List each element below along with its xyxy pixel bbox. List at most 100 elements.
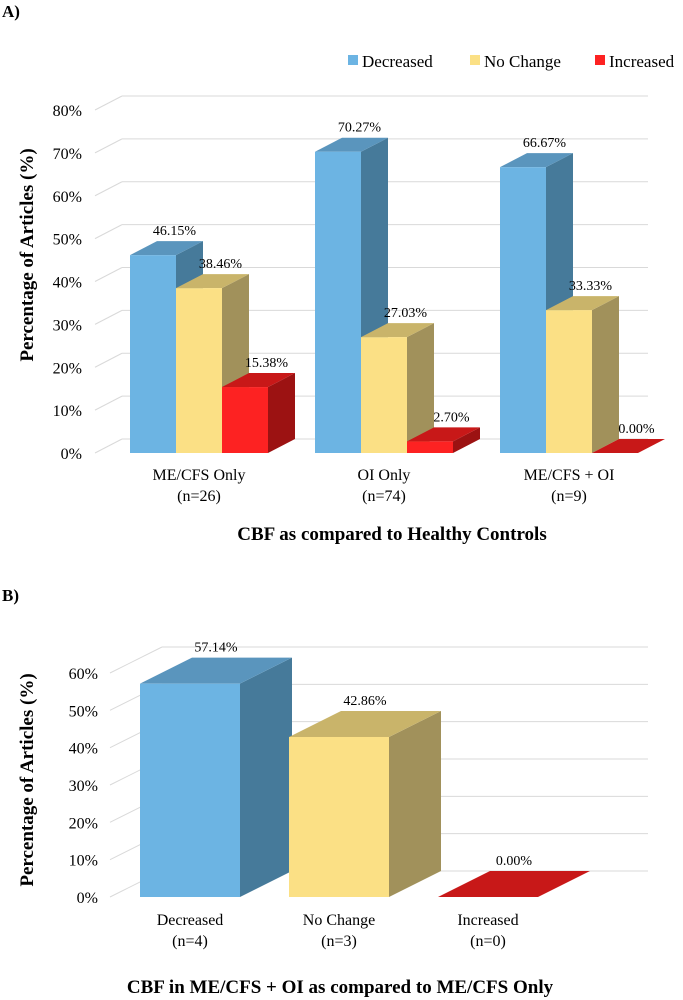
- category-count: (n=4): [172, 933, 208, 950]
- panel-a-bars: [130, 137, 665, 453]
- panel-a-label: A): [2, 2, 20, 21]
- bar-no_change: [289, 710, 441, 897]
- data-label: 2.70%: [433, 410, 470, 425]
- category-label: ME/CFS + OI: [524, 467, 615, 484]
- bar-no_change-2-front: [546, 310, 592, 453]
- category-label: ME/CFS Only: [153, 467, 246, 484]
- y-tick-label: 30%: [69, 778, 98, 795]
- legend-label-increased: Increased: [609, 52, 675, 71]
- category-label: No Change: [303, 912, 375, 929]
- bar-increased-0: [222, 373, 295, 453]
- panel-b-label: B): [2, 586, 19, 605]
- y-tick-label: 10%: [69, 853, 98, 870]
- data-label: 42.86%: [343, 694, 387, 709]
- panel-b-x-axis-title: CBF in ME/CFS + OI as compared to ME/CFS…: [127, 977, 554, 998]
- category-count: (n=9): [551, 488, 587, 505]
- bar-no_change-2-top: [546, 296, 619, 311]
- gridline-diag: [94, 309, 123, 325]
- y-tick-label: 20%: [53, 360, 82, 377]
- category-count: (n=3): [321, 933, 357, 950]
- panel-b-categories: Decreased (n=4) No Change (n=3) Increased (n=…: [157, 912, 519, 950]
- panel-a-x-axis-title: CBF as compared to Healthy Controls: [237, 524, 546, 545]
- bar-no_change-1-side: [407, 323, 434, 453]
- y-tick-label: 0%: [77, 890, 98, 907]
- category-label: OI Only: [358, 467, 411, 484]
- bar-increased-1-top: [407, 427, 480, 442]
- bar-increased-1: [407, 427, 480, 453]
- bar-increased: [438, 871, 590, 897]
- data-label: 46.15%: [153, 224, 197, 239]
- data-label: 70.27%: [338, 121, 382, 136]
- bar-decreased-top: [140, 657, 292, 684]
- y-tick-label: 30%: [53, 317, 82, 334]
- bar-no_change-0-front: [176, 288, 222, 453]
- bar-increased-2: [592, 439, 665, 453]
- bar-no_change-front: [289, 736, 389, 897]
- bar-decreased-0-front: [130, 255, 176, 453]
- y-tick-label: 60%: [69, 666, 98, 683]
- bar-no_change-top: [289, 710, 441, 737]
- legend-label-no-change: No Change: [484, 52, 561, 71]
- gridline-diag: [94, 267, 123, 282]
- category-label: Decreased: [157, 912, 224, 929]
- legend: Decreased No Change Increased: [348, 52, 675, 71]
- panel-a-categories: ME/CFS Only (n=26) OI Only (n=74) ME/CFS + O…: [153, 467, 615, 505]
- bar-decreased-front: [140, 683, 240, 897]
- bar-decreased-side: [240, 657, 292, 897]
- category-label: Increased: [457, 912, 518, 929]
- y-tick-label: 80%: [53, 103, 82, 120]
- panel-a-y-axis-title: Percentage of Articles (%): [17, 148, 38, 361]
- y-tick-label: 40%: [53, 275, 82, 292]
- bar-no_change-1-front: [361, 337, 407, 453]
- y-tick-label: 20%: [69, 815, 98, 832]
- bar-no_change-1: [361, 323, 434, 453]
- gridline-diag: [94, 138, 123, 154]
- gridline-diag: [94, 224, 123, 240]
- legend-swatch-no-change: [470, 55, 480, 65]
- panel-a-y-ticks: 0% 10% 20% 30% 40% 50% 60% 70% 80%: [53, 103, 82, 463]
- category-count: (n=0): [470, 933, 506, 950]
- gridline-diag: [94, 181, 123, 197]
- legend-swatch-increased: [595, 55, 605, 65]
- category-count: (n=26): [177, 488, 221, 505]
- y-tick-label: 50%: [53, 232, 82, 249]
- data-label: 0.00%: [496, 854, 533, 869]
- gridline-diag: [94, 395, 123, 411]
- y-tick-label: 50%: [69, 703, 98, 720]
- panel-a: A) Decreased No Change Increased 46.15% 38.…: [2, 2, 675, 545]
- panel-b-y-ticks: 0% 10% 20% 30% 40% 50% 60%: [69, 666, 98, 907]
- legend-swatch-decreased: [348, 55, 358, 65]
- y-tick-label: 70%: [53, 146, 82, 163]
- gridline-diag: [109, 646, 163, 674]
- bar-decreased-0-top: [130, 241, 203, 256]
- legend-label-decreased: Decreased: [362, 52, 433, 71]
- bar-increased-1-front: [407, 441, 453, 453]
- panel-b-bars: [140, 657, 590, 897]
- category-count: (n=74): [362, 488, 406, 505]
- bar-decreased: [140, 657, 292, 897]
- panel-a-data-labels: 46.15% 38.46% 15.38% 70.27% 27.03% 2.70% 66.67…: [153, 121, 655, 437]
- bar-increased-1-side: [453, 427, 480, 453]
- bar-no_change-side: [389, 710, 441, 897]
- y-tick-label: 0%: [61, 446, 82, 463]
- bar-increased-0-top: [222, 373, 295, 388]
- bar-decreased-2-front: [500, 167, 546, 453]
- gridline-diag: [94, 95, 123, 111]
- bar-decreased-2-top: [500, 153, 573, 168]
- bar-increased-0-front: [222, 387, 268, 453]
- gridline-diag: [94, 352, 123, 368]
- data-label: 66.67%: [523, 136, 567, 151]
- y-tick-label: 10%: [53, 403, 82, 420]
- bar-increased-0-side: [268, 373, 295, 453]
- bar-decreased-1-front: [315, 151, 361, 453]
- bar-increased-top: [438, 871, 590, 897]
- bar-increased-2-top: [592, 439, 665, 453]
- bar-no_change-2: [546, 296, 619, 453]
- gridline-diag: [94, 438, 123, 454]
- bar-no_change-2-side: [592, 296, 619, 453]
- panel-b-y-axis-title: Percentage of Articles (%): [17, 673, 38, 886]
- data-label: 57.14%: [194, 641, 238, 656]
- bar-no_change-1-top: [361, 323, 434, 338]
- data-label: 0.00%: [618, 422, 655, 437]
